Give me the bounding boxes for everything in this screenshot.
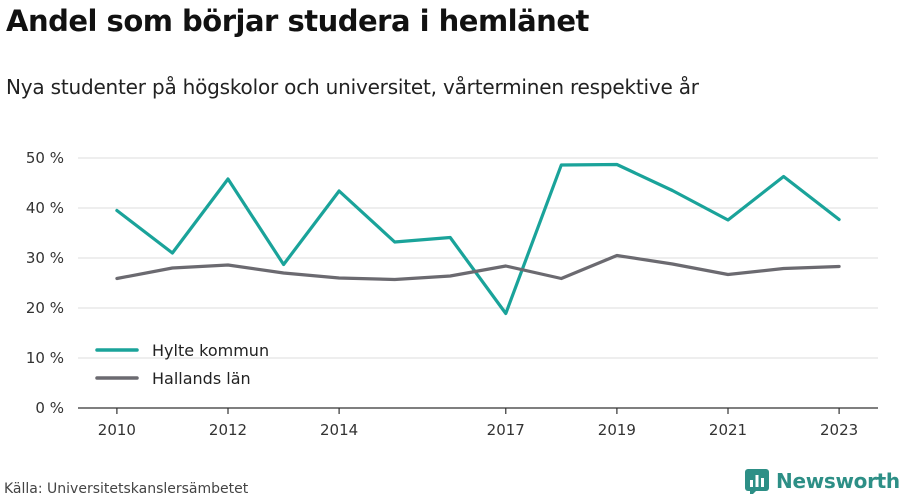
y-tick-label: 10 % (26, 349, 64, 367)
chart-subtitle: Nya studenter på högskolor och universit… (6, 75, 699, 99)
axes: 0 % 10 % 20 % 30 % 40 % 50 % 2010 2012 2014 2017 2… (26, 149, 878, 439)
y-tick-label: 30 % (26, 249, 64, 267)
source-note: Källa: Universitetskanslersämbetet (4, 481, 249, 497)
legend: Hylte kommun Hallands län (95, 341, 269, 388)
y-tick-label: 40 % (26, 199, 64, 217)
x-tick-label: 2017 (487, 421, 525, 439)
y-tick-label: 20 % (26, 299, 64, 317)
x-tick-label: 2014 (320, 421, 358, 439)
gridlines (78, 157, 878, 359)
series-line-hylte-kommun (115, 162, 841, 316)
x-tick-label: 2019 (598, 421, 636, 439)
series-lines (115, 162, 841, 316)
x-tick-label: 2023 (820, 421, 858, 439)
chart-title: Andel som börjar studera i hemlänet (6, 4, 589, 38)
newsworthy-logo-icon (745, 469, 769, 494)
x-tick-label: 2010 (98, 421, 136, 439)
line-chart: 0 % 10 % 20 % 30 % 40 % 50 % 2010 2012 2014 2017 2… (26, 149, 878, 439)
x-tick-label: 2012 (209, 421, 247, 439)
x-tick-label: 2021 (709, 421, 747, 439)
y-tick-label: 0 % (35, 399, 64, 417)
y-tick-label: 50 % (26, 149, 64, 167)
legend-label: Hylte kommun (152, 341, 269, 360)
series-line-hallands-lan (115, 253, 841, 282)
brand-name: Newsworthy (776, 469, 900, 493)
legend-label: Hallands län (152, 369, 251, 388)
brand-logo: Newsworthy (744, 468, 900, 494)
